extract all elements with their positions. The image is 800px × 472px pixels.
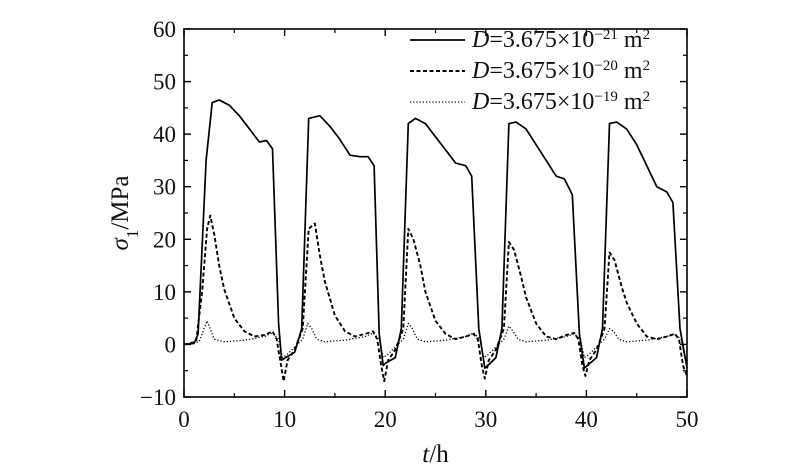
x-tick-label: 0 [178, 407, 190, 432]
y-tick-label: 50 [153, 70, 176, 95]
y-tick-label: 30 [153, 175, 176, 200]
series-line-1 [183, 99, 688, 369]
x-tick-label: 10 [273, 407, 296, 432]
x-axis-unit: /h [429, 441, 449, 468]
x-axis-symbol: t [422, 441, 430, 468]
y-tick-label: 40 [153, 122, 176, 147]
legend: D=3.675×10−21 m2 D=3.675×10−20 m2 D=3.675×… [410, 27, 650, 115]
y-axis-symbol: σ [107, 237, 134, 251]
legend-label-1: D=3.675×10−21 m2 [471, 27, 650, 53]
x-tick-label: 20 [374, 407, 397, 432]
y-tick-label: 20 [153, 227, 176, 252]
y-axis-unit: /MPa [107, 175, 134, 229]
x-tick-label: 40 [575, 407, 598, 432]
x-tick-label: 30 [474, 407, 497, 432]
y-tick-label: −10 [140, 385, 176, 410]
y-tick-label: 10 [153, 280, 176, 305]
series-line-2 [183, 214, 688, 383]
x-tick-label: 50 [676, 407, 699, 432]
legend-label-3: D=3.675×10−19 m2 [471, 89, 650, 115]
y-axis-title: σ1/MPa [107, 175, 142, 250]
axis-ticks [183, 28, 688, 398]
series-line-3 [183, 320, 688, 359]
y-tick-label: 0 [165, 332, 177, 357]
plot-frame [183, 28, 688, 398]
plot-lines [183, 99, 688, 383]
y-tick-label: 60 [153, 17, 176, 42]
y-axis-subscript: 1 [123, 230, 142, 239]
x-axis-title: t/h [422, 441, 449, 468]
legend-label-2: D=3.675×10−20 m2 [471, 58, 650, 84]
